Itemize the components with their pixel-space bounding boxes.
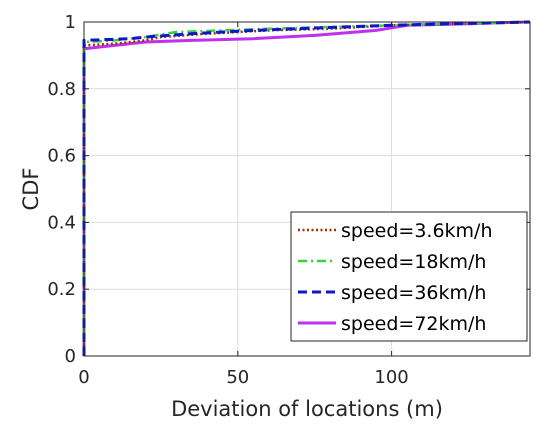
x-tick-label: 100 (374, 367, 408, 388)
y-tick-label: 0 (65, 346, 76, 367)
series-line-dashed (82, 20, 531, 356)
plot-frame (83, 21, 531, 357)
x-tick-label: 50 (226, 367, 249, 388)
y-tick-label: 1 (65, 12, 76, 33)
ticks: 0 50 100 0 0.2 0.4 0.6 0.8 1 (47, 12, 530, 388)
y-tick-label: 0.4 (47, 212, 76, 233)
legend-label: speed=3.6km/h (341, 220, 493, 242)
x-tick-label: 0 (78, 367, 89, 388)
y-tick-label: 0.6 (47, 146, 76, 167)
legend: speed=3.6km/h speed=18km/h speed=36km/h spe… (290, 211, 528, 342)
legend-label: speed=36km/h (341, 282, 486, 304)
y-tick-label: 0.8 (47, 79, 76, 100)
y-tick-label: 0.2 (47, 279, 76, 300)
x-axis-label: Deviation of locations (m) (171, 397, 443, 421)
y-axis-label: CDF (19, 168, 43, 211)
series-layer (82, 20, 531, 356)
legend-box (290, 211, 528, 342)
legend-label: speed=18km/h (341, 251, 486, 273)
legend-label: speed=72km/h (341, 313, 486, 335)
